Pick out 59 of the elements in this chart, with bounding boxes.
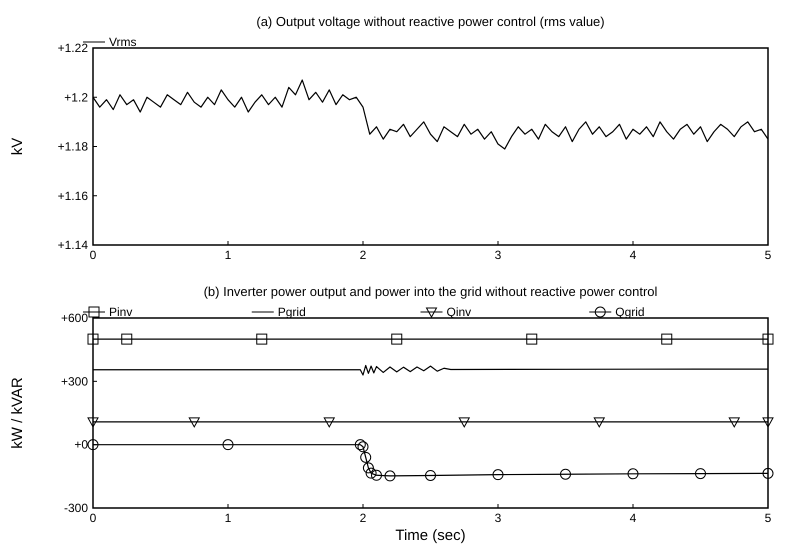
chart-title: (b) Inverter power output and power into the grid without reactive power control: [204, 284, 658, 299]
x-tick-label: 5: [764, 511, 772, 525]
point: [526, 334, 538, 345]
point: [425, 470, 436, 481]
y-tick-label: +300: [60, 374, 88, 388]
point: [88, 417, 98, 428]
point: [762, 468, 774, 479]
point: [324, 417, 335, 428]
point: [458, 417, 470, 428]
y-tick-label: +1.22: [58, 41, 88, 55]
point: [492, 469, 504, 480]
y-tick-label: +1.16: [58, 188, 88, 203]
y-tick-label: +1.18: [58, 140, 88, 154]
point: [88, 334, 98, 345]
x-tick-label: 5: [764, 248, 772, 262]
legend-label: Qinv: [446, 305, 472, 319]
y-tick-label: -300: [64, 501, 88, 515]
y-axis-title: kW / kVAR: [9, 377, 26, 449]
point: [661, 334, 672, 345]
legend-label: Pgrid: [278, 305, 306, 319]
point: [762, 417, 774, 428]
point: [256, 334, 268, 345]
y-tick-label: +0: [74, 438, 88, 452]
point: [695, 468, 706, 480]
point: [762, 334, 774, 345]
point: [384, 470, 396, 482]
x-tick-label: 1: [224, 511, 232, 525]
point: [628, 468, 638, 480]
point: [366, 468, 377, 479]
point: [360, 452, 372, 463]
x-tick-label: 0: [90, 511, 97, 525]
point: [391, 334, 402, 345]
x-axis-title: Time (sec): [395, 527, 466, 544]
point: [222, 439, 234, 450]
point: [88, 439, 98, 450]
y-tick-label: +600: [60, 311, 88, 325]
x-tick-label: 2: [360, 511, 367, 525]
point: [354, 439, 366, 450]
point: [121, 334, 132, 345]
x-tick-label: 3: [494, 511, 502, 525]
point: [188, 417, 200, 428]
y-axis-title: kV: [9, 138, 26, 156]
point: [371, 470, 382, 481]
y-tick-label: +1.2: [64, 90, 88, 104]
legend-label: Pinv: [109, 305, 132, 319]
point: [728, 417, 740, 428]
point: [594, 417, 605, 428]
legend-label: Vrms: [109, 35, 137, 49]
x-tick-label: 1: [224, 248, 232, 262]
x-tick-label: 4: [630, 511, 637, 525]
x-tick-label: 3: [494, 248, 502, 262]
chart-title: (a) Output voltage without reactive power control (rms value): [256, 14, 605, 29]
point: [560, 468, 571, 480]
y-tick-label: +1.14: [58, 238, 88, 252]
x-tick-label: 0: [90, 248, 97, 262]
point: [358, 441, 368, 452]
point: [362, 462, 374, 474]
x-tick-label: 4: [630, 248, 637, 262]
x-tick-label: 2: [360, 248, 367, 262]
